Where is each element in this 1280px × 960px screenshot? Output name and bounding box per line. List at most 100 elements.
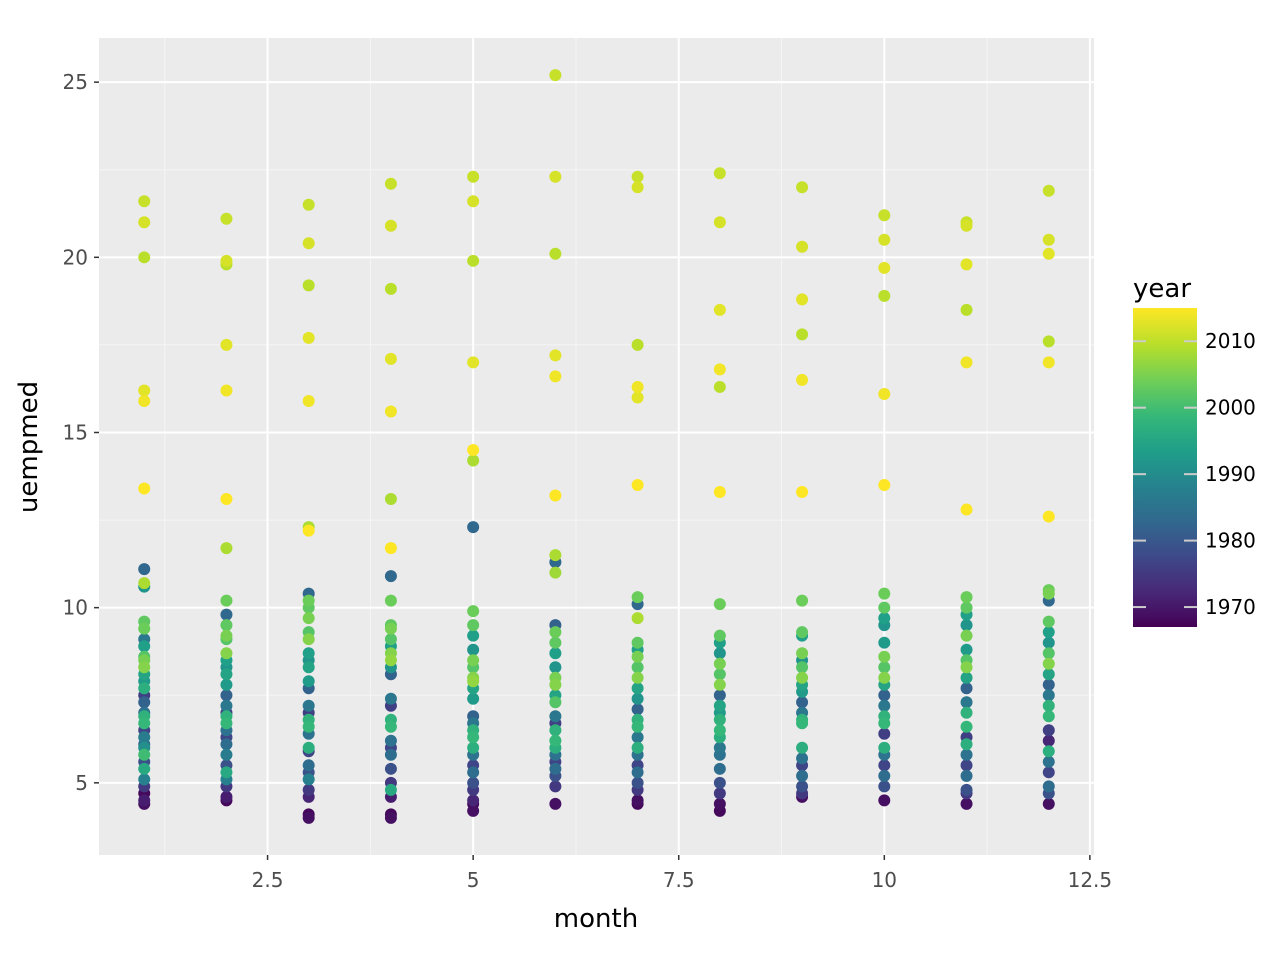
- minor-grid: [99, 38, 1094, 855]
- data-point: [1042, 689, 1055, 702]
- data-point: [220, 594, 233, 607]
- data-point: [467, 605, 480, 618]
- legend-colorbar: [1133, 308, 1197, 627]
- data-point: [1042, 710, 1055, 723]
- data-point: [796, 717, 809, 730]
- data-point: [1042, 615, 1055, 628]
- data-point: [960, 748, 973, 761]
- legend-tick-label: 1980: [1205, 529, 1256, 553]
- data-point: [960, 591, 973, 604]
- data-point: [384, 622, 397, 635]
- data-point: [467, 776, 480, 789]
- data-point: [878, 727, 891, 740]
- data-point: [713, 724, 726, 737]
- data-point: [796, 780, 809, 793]
- data-point: [878, 689, 891, 702]
- data-point: [1042, 626, 1055, 639]
- data-point: [138, 661, 151, 674]
- data-point: [878, 387, 891, 400]
- data-point: [713, 303, 726, 316]
- data-point: [549, 636, 562, 649]
- data-points: [138, 69, 1055, 824]
- data-point: [220, 254, 233, 267]
- data-point: [467, 444, 480, 457]
- data-point: [549, 647, 562, 660]
- data-point: [220, 689, 233, 702]
- data-point: [549, 566, 562, 579]
- data-point: [220, 647, 233, 660]
- data-point: [878, 759, 891, 772]
- data-point: [467, 629, 480, 642]
- y-axis: 5 10 15 20 25: [63, 70, 99, 795]
- data-point: [384, 734, 397, 747]
- data-point: [220, 668, 233, 681]
- data-point: [220, 608, 233, 621]
- data-point: [960, 720, 973, 733]
- data-point: [302, 594, 315, 607]
- data-point: [631, 682, 644, 695]
- data-point: [549, 349, 562, 362]
- data-point: [384, 654, 397, 667]
- data-point: [960, 219, 973, 232]
- data-point: [467, 675, 480, 688]
- data-point: [220, 738, 233, 751]
- data-point: [302, 773, 315, 786]
- data-point: [467, 654, 480, 667]
- data-point: [1042, 780, 1055, 793]
- data-point: [1042, 724, 1055, 737]
- data-point: [878, 587, 891, 600]
- data-point: [138, 717, 151, 730]
- data-point: [713, 797, 726, 810]
- data-point: [302, 237, 315, 250]
- legend-tick-label: 2010: [1205, 329, 1256, 353]
- data-point: [138, 762, 151, 775]
- data-point: [220, 619, 233, 632]
- data-point: [1042, 668, 1055, 681]
- data-point: [713, 741, 726, 754]
- data-point: [960, 797, 973, 810]
- data-point: [631, 391, 644, 404]
- data-point: [713, 486, 726, 499]
- data-point: [384, 811, 397, 824]
- data-point: [1042, 233, 1055, 246]
- y-tick-label: 15: [63, 420, 88, 444]
- data-point: [631, 479, 644, 492]
- data-point: [302, 661, 315, 674]
- data-point: [796, 752, 809, 765]
- data-point: [138, 482, 151, 495]
- data-point: [960, 619, 973, 632]
- data-point: [467, 356, 480, 369]
- data-point: [631, 181, 644, 194]
- data-point: [549, 797, 562, 810]
- data-point: [549, 626, 562, 639]
- data-point: [796, 661, 809, 674]
- data-point: [220, 717, 233, 730]
- data-point: [713, 668, 726, 681]
- data-point: [796, 373, 809, 386]
- data-point: [467, 692, 480, 705]
- data-point: [1042, 356, 1055, 369]
- data-point: [796, 626, 809, 639]
- data-point: [631, 776, 644, 789]
- data-point: [713, 699, 726, 712]
- data-point: [878, 601, 891, 614]
- data-point: [384, 594, 397, 607]
- data-point: [631, 170, 644, 183]
- data-point: [138, 731, 151, 744]
- data-point: [549, 370, 562, 383]
- data-point: [713, 629, 726, 642]
- data-point: [1042, 247, 1055, 260]
- data-point: [384, 570, 397, 583]
- color-legend: year 1970 1980 1990 2000 2010: [1133, 274, 1256, 627]
- data-point: [302, 633, 315, 646]
- data-point: [713, 647, 726, 660]
- data-point: [631, 661, 644, 674]
- data-point: [467, 521, 480, 534]
- data-point: [220, 212, 233, 225]
- data-point: [960, 356, 973, 369]
- data-point: [138, 563, 151, 576]
- y-axis-title: uempmed: [14, 381, 44, 513]
- data-point: [467, 643, 480, 656]
- data-point: [960, 769, 973, 782]
